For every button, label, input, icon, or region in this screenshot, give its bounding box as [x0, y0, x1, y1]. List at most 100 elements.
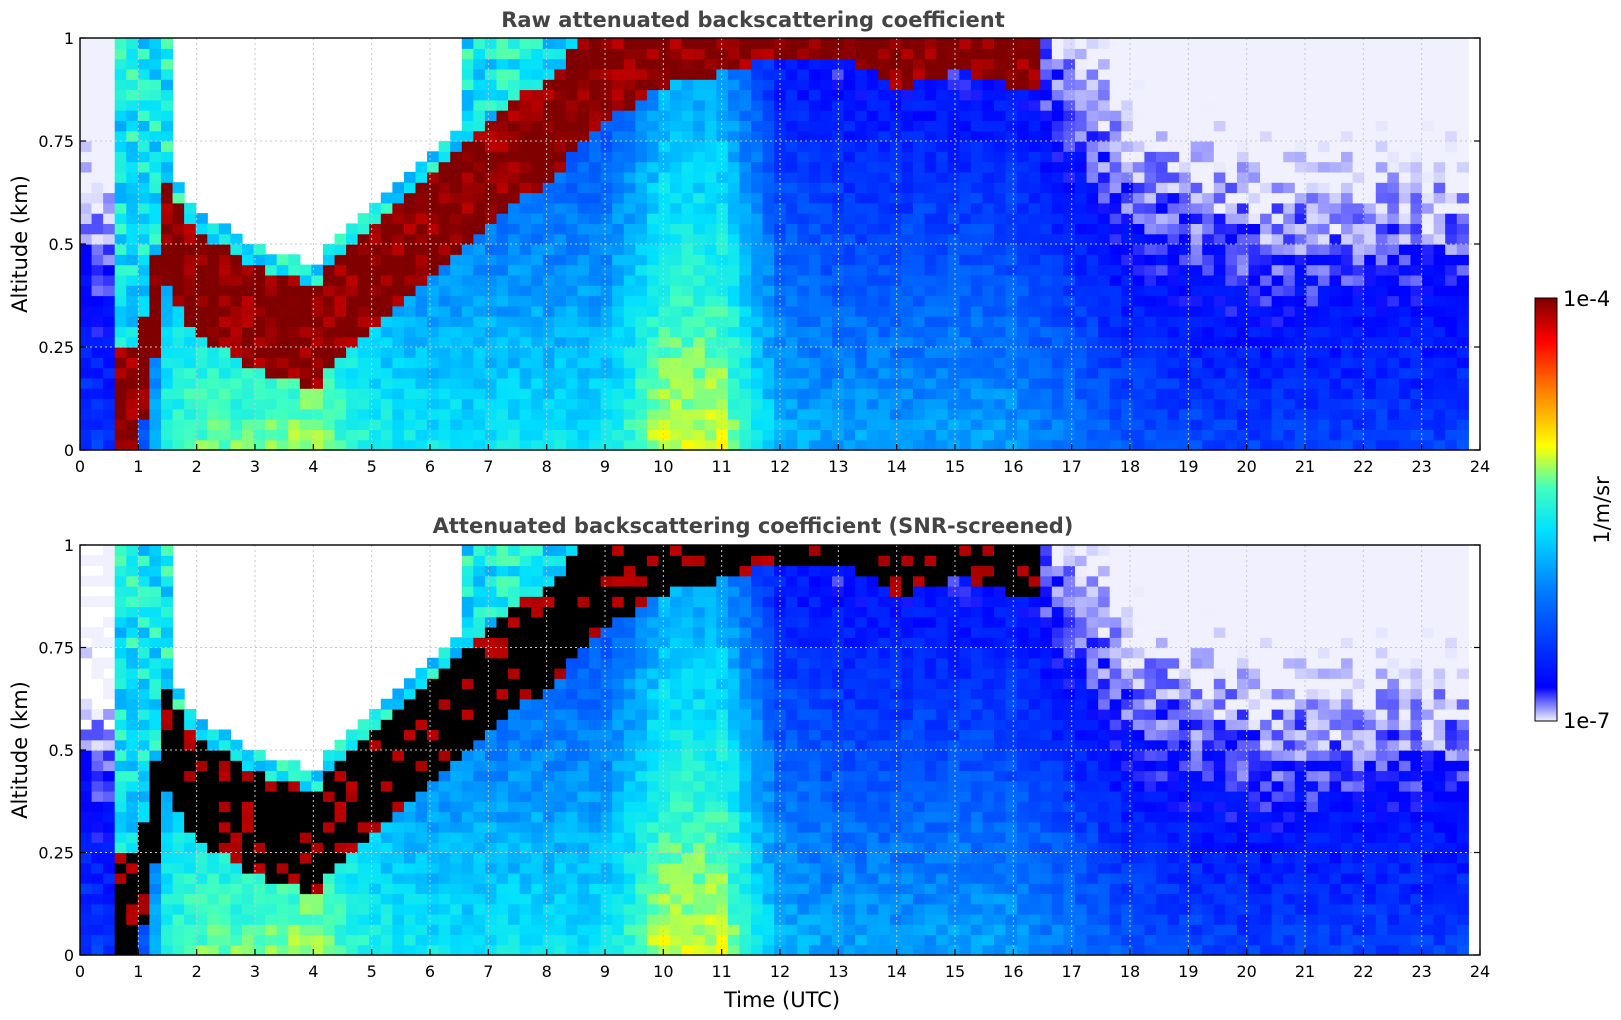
panel-raw-cell — [716, 316, 729, 327]
panel-raw-cell — [1271, 347, 1284, 358]
panel-raw-yticks: 00.250.50.751 — [38, 29, 1480, 460]
panel-raw-cell — [1155, 377, 1169, 389]
panel-raw-cell — [265, 347, 278, 358]
panel-raw-cell — [369, 295, 382, 307]
panel-raw-cell — [184, 305, 197, 317]
panel-raw-cell — [1017, 171, 1030, 183]
panel-raw-cell — [878, 120, 891, 132]
panel-raw-cell — [1375, 336, 1388, 348]
panel-raw-cell — [1213, 182, 1226, 194]
panel-raw-cell — [970, 377, 984, 389]
panel-raw-cell — [1283, 213, 1296, 224]
panel-raw-cell — [901, 295, 914, 307]
panel-raw-cell — [924, 388, 937, 400]
panel-raw-cell — [542, 419, 555, 430]
panel-raw-cell — [936, 223, 949, 235]
panel-raw-cell — [646, 326, 660, 338]
panel-raw-cell — [311, 357, 324, 369]
panel-raw-cell — [774, 357, 787, 369]
panel-raw-cell — [889, 202, 903, 214]
panel-raw-cell — [1236, 89, 1250, 101]
panel-screened-cell — [137, 709, 151, 720]
panel-screened-cell — [230, 914, 243, 925]
panel-raw-cell — [635, 295, 648, 307]
panel-raw-cell — [635, 151, 648, 163]
panel-raw-cell — [427, 264, 440, 276]
panel-raw-cell — [727, 130, 741, 142]
panel-raw-cell — [369, 347, 382, 358]
panel-raw-cell — [1433, 48, 1446, 60]
panel-raw-cell — [91, 233, 104, 245]
panel-raw-cell — [855, 326, 868, 338]
panel-raw-cell — [635, 408, 648, 420]
panel-raw-cell — [1283, 285, 1296, 297]
panel-raw-cell — [1190, 377, 1203, 389]
panel-raw-cell — [531, 161, 544, 173]
panel-raw-cell — [1317, 439, 1331, 451]
panel-screened-cell — [114, 924, 127, 936]
panel-raw-cell — [311, 439, 324, 451]
panel-raw-cell — [600, 326, 613, 338]
panel-raw-cell — [1155, 264, 1169, 276]
panel-raw-cell — [889, 264, 903, 276]
panel-raw-cell — [670, 89, 683, 101]
panel-raw-cell — [531, 213, 544, 224]
panel-raw-cell — [1248, 110, 1261, 121]
panel-raw-cell — [1375, 58, 1388, 70]
panel-raw-cell — [658, 213, 671, 224]
panel-raw-cell — [1144, 388, 1157, 400]
panel-raw-cell — [808, 151, 822, 163]
panel-screened-cell — [126, 606, 139, 618]
panel-screened-cell — [218, 862, 231, 874]
panel-raw-xtick-label: 3 — [250, 457, 260, 476]
panel-raw-cell — [577, 326, 590, 338]
panel-raw-cell — [1202, 285, 1215, 297]
panel-screened-cell — [91, 883, 104, 895]
panel-raw-cell — [184, 295, 197, 307]
panel-raw-cell — [1422, 295, 1435, 307]
panel-screened-cell — [149, 893, 162, 905]
panel-raw-cell — [334, 367, 347, 379]
panel-raw-cell — [1398, 285, 1412, 297]
panel-raw-cell — [1005, 223, 1018, 235]
panel-raw-cell — [91, 161, 104, 173]
panel-raw-cell — [878, 264, 891, 276]
panel-screened-cell — [149, 883, 162, 895]
panel-raw-cell — [901, 326, 914, 338]
panel-raw-cell — [751, 377, 764, 389]
panel-raw-cell — [936, 264, 949, 276]
panel-raw-cell — [565, 38, 579, 49]
panel-raw-cell — [982, 213, 995, 224]
panel-raw-cell — [947, 408, 960, 420]
panel-raw-cell — [542, 130, 555, 142]
panel-raw-cell — [1098, 58, 1111, 70]
panel-raw-cell — [1387, 182, 1400, 194]
panel-raw-cell — [913, 274, 926, 286]
panel-raw-cell — [739, 326, 752, 338]
panel-raw-cell — [288, 295, 301, 307]
panel-raw-cell — [184, 336, 197, 348]
panel-raw-cell — [149, 48, 162, 60]
panel-raw-cell — [1225, 388, 1238, 400]
panel-raw-cell — [855, 305, 868, 317]
panel-raw-cell — [739, 357, 752, 369]
panel-raw-cell — [1028, 58, 1041, 70]
panel-raw-cell — [1248, 408, 1261, 420]
panel-raw-cell — [91, 305, 104, 317]
panel-screened-cell — [195, 832, 208, 843]
panel-raw-cell — [554, 233, 567, 245]
panel-raw-cell — [473, 202, 486, 214]
panel-raw-cell — [878, 429, 891, 441]
panel-screened-cell — [160, 873, 174, 884]
panel-raw-cell — [1040, 347, 1053, 358]
panel-raw-cell — [1051, 89, 1064, 101]
panel-raw-cell — [1225, 377, 1238, 389]
panel-raw-cell — [1051, 68, 1064, 80]
panel-raw-cell — [959, 316, 972, 327]
panel-raw-cell — [1329, 316, 1342, 327]
panel-screened-cell — [253, 944, 266, 956]
panel-raw-cell — [311, 274, 324, 286]
panel-raw-cell — [265, 336, 278, 348]
panel-raw-cell — [1051, 161, 1064, 173]
panel-raw-cell — [808, 305, 822, 317]
